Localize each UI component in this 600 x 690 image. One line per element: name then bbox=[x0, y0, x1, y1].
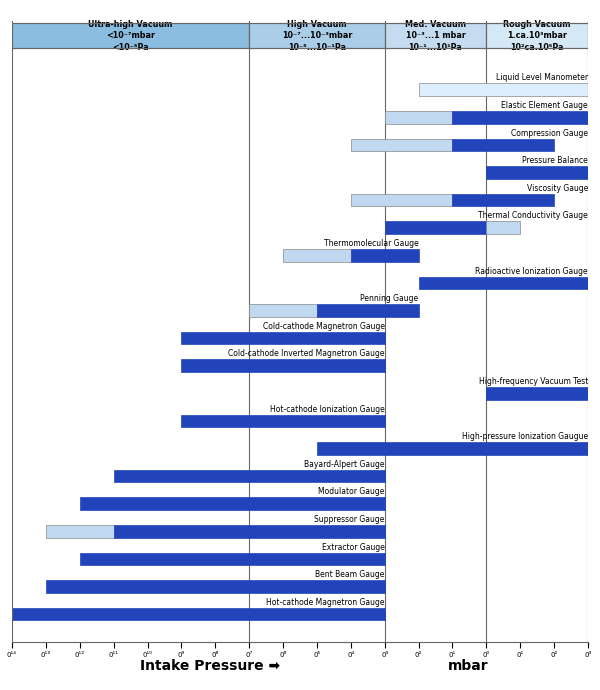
Text: Penning Gauge: Penning Gauge bbox=[361, 294, 419, 303]
Bar bbox=[452, 111, 588, 124]
Bar bbox=[452, 139, 554, 151]
Text: Viscosity Gauge: Viscosity Gauge bbox=[527, 184, 588, 193]
Bar bbox=[385, 111, 452, 124]
Bar bbox=[113, 470, 385, 482]
Bar bbox=[487, 23, 588, 48]
Bar bbox=[283, 249, 351, 262]
Bar bbox=[419, 277, 588, 289]
Bar bbox=[351, 249, 419, 262]
Bar bbox=[80, 553, 385, 565]
Text: Cold-cathode Inverted Magnetron Gauge: Cold-cathode Inverted Magnetron Gauge bbox=[228, 349, 385, 358]
Text: Cold-cathode Magnetron Gauge: Cold-cathode Magnetron Gauge bbox=[263, 322, 385, 331]
Bar bbox=[385, 23, 487, 48]
Bar bbox=[487, 221, 520, 234]
Text: Intake Pressure ➡: Intake Pressure ➡ bbox=[140, 659, 280, 673]
Bar bbox=[12, 608, 385, 620]
Text: Thermomolecular Gauge: Thermomolecular Gauge bbox=[324, 239, 419, 248]
Bar bbox=[12, 23, 249, 48]
Text: Hot-cathode Magnetron Gauge: Hot-cathode Magnetron Gauge bbox=[266, 598, 385, 607]
Bar bbox=[317, 442, 588, 455]
Text: Liquid Level Manometer: Liquid Level Manometer bbox=[496, 73, 588, 82]
Bar bbox=[249, 23, 385, 48]
Text: High-pressure Ionization Gaugue: High-pressure Ionization Gaugue bbox=[462, 432, 588, 441]
Text: Elastic Element Gauge: Elastic Element Gauge bbox=[502, 101, 588, 110]
Bar bbox=[351, 139, 452, 151]
Text: Hot-cathode Ionization Gauge: Hot-cathode Ionization Gauge bbox=[270, 404, 385, 413]
Bar bbox=[317, 304, 419, 317]
Bar bbox=[487, 166, 588, 179]
Bar bbox=[80, 497, 385, 510]
Text: Bayard-Alpert Gauge: Bayard-Alpert Gauge bbox=[304, 460, 385, 469]
Text: Radioactive Ionization Gauge: Radioactive Ionization Gauge bbox=[475, 266, 588, 275]
Bar bbox=[419, 83, 588, 96]
Bar bbox=[385, 221, 487, 234]
Bar bbox=[249, 304, 317, 317]
Text: mbar: mbar bbox=[448, 659, 488, 673]
Text: Modulator Gauge: Modulator Gauge bbox=[319, 487, 385, 496]
Text: Compression Gauge: Compression Gauge bbox=[511, 128, 588, 137]
Text: High-frequency Vacuum Test: High-frequency Vacuum Test bbox=[479, 377, 588, 386]
Text: Suppressor Gauge: Suppressor Gauge bbox=[314, 515, 385, 524]
Bar bbox=[452, 194, 554, 206]
Text: Thermal Conductivity Gauge: Thermal Conductivity Gauge bbox=[478, 211, 588, 220]
Text: Pressure Balance: Pressure Balance bbox=[522, 156, 588, 165]
Text: Ultra-high Vacuum
<10⁻⁷mbar
<10⁻⁵Pa: Ultra-high Vacuum <10⁻⁷mbar <10⁻⁵Pa bbox=[88, 19, 173, 52]
Bar bbox=[46, 580, 385, 593]
Bar bbox=[181, 415, 385, 427]
Text: Extractor Gauge: Extractor Gauge bbox=[322, 542, 385, 551]
Bar bbox=[351, 194, 452, 206]
Text: Med. Vacuum
10⁻³...1 mbar
10⁻¹...10¹Pa: Med. Vacuum 10⁻³...1 mbar 10⁻¹...10¹Pa bbox=[405, 19, 466, 52]
Bar bbox=[487, 387, 588, 400]
Bar bbox=[181, 359, 385, 372]
Text: Rough Vacuum
1.ca.10³mbar
10²ca.10⁵Pa: Rough Vacuum 1.ca.10³mbar 10²ca.10⁵Pa bbox=[503, 19, 571, 52]
Bar bbox=[46, 525, 113, 538]
Text: Bent Beam Gauge: Bent Beam Gauge bbox=[316, 570, 385, 579]
Bar bbox=[113, 525, 385, 538]
Text: High Vacuum
10⁻⁷...10⁻³mbar
10⁻⁵...10⁻¹Pa: High Vacuum 10⁻⁷...10⁻³mbar 10⁻⁵...10⁻¹P… bbox=[282, 19, 352, 52]
Bar bbox=[181, 332, 385, 344]
